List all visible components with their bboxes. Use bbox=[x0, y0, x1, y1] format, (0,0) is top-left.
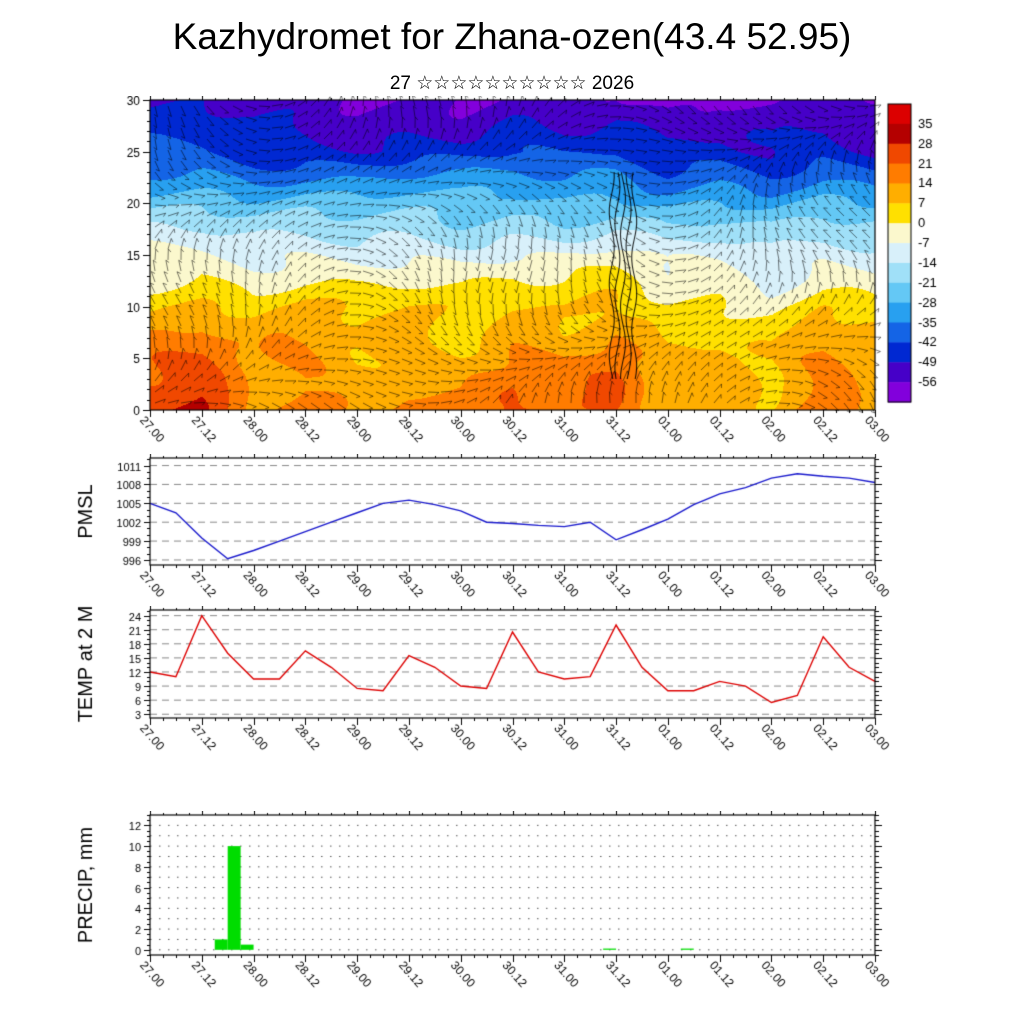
page-title: Kazhydromet for Zhana-ozen(43.4 52.95) bbox=[172, 16, 852, 57]
date-subtitle: 27 ☆☆☆☆☆☆☆☆☆☆ 2026 bbox=[389, 73, 635, 94]
precip-chart bbox=[0, 811, 1024, 1019]
pmsl-chart bbox=[0, 454, 1024, 614]
temp-2m-chart bbox=[0, 606, 1024, 766]
cross-section-chart bbox=[0, 96, 1024, 468]
